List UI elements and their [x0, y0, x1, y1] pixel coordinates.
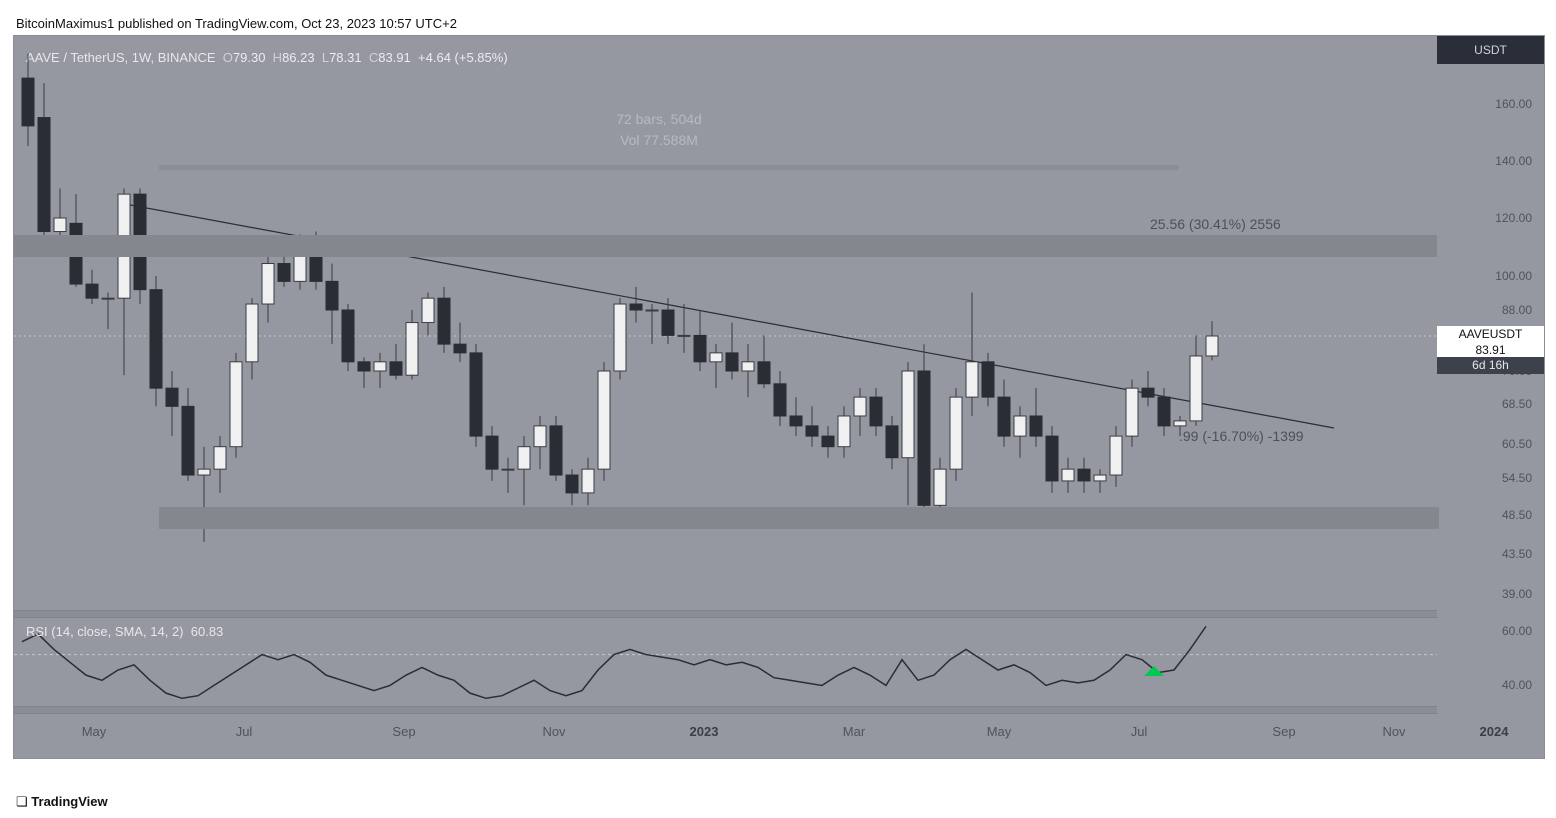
range-top-line — [159, 165, 1179, 170]
rsi-title: RSI (14, close, SMA, 14, 2) 60.83 — [26, 624, 223, 639]
time-tick: May — [987, 724, 1012, 739]
price-tick: 39.00 — [1502, 587, 1532, 601]
price-tick: 88.00 — [1502, 303, 1532, 317]
rsi-value: 60.83 — [191, 624, 224, 639]
time-tick: 2023 — [690, 724, 719, 739]
lower-measure-label: .99 (-16.70%) -1399 — [1179, 428, 1304, 444]
countdown-tag: 6d 16h — [1437, 357, 1544, 374]
attribution-text: BitcoinMaximus1 published on TradingView… — [16, 16, 457, 31]
price-tick: 48.50 — [1502, 508, 1532, 522]
price-tick: 140.00 — [1495, 154, 1532, 168]
price-axis[interactable]: USDT 160.00140.00120.00100.0088.0076.006… — [1437, 36, 1544, 758]
time-tick: Mar — [843, 724, 865, 739]
support-zone — [159, 507, 1439, 529]
time-tick: Nov — [1382, 724, 1405, 739]
price-tick: 60.50 — [1502, 437, 1532, 451]
price-tick: 160.00 — [1495, 97, 1532, 111]
quote-currency-label: USDT — [1437, 36, 1544, 64]
time-tick: Sep — [1272, 724, 1295, 739]
price-tick: 43.50 — [1502, 547, 1532, 561]
time-tick: Jul — [1131, 724, 1148, 739]
range-bars-label: 72 bars, 504d — [559, 111, 759, 127]
price-tick: 54.50 — [1502, 471, 1532, 485]
resistance-zone — [14, 235, 1437, 257]
time-tick: May — [82, 724, 107, 739]
price-tick: 120.00 — [1495, 211, 1532, 225]
tradingview-logo: TradingView — [16, 794, 108, 810]
rsi-pane[interactable]: RSI (14, close, SMA, 14, 2) 60.83 — [14, 616, 1437, 706]
rsi-tick: 40.00 — [1502, 678, 1532, 692]
price-tick: 100.00 — [1495, 269, 1532, 283]
rsi-tick: 60.00 — [1502, 624, 1532, 638]
price-tick: 68.50 — [1502, 397, 1532, 411]
time-tick: Nov — [542, 724, 565, 739]
range-vol-label: Vol 77.588M — [559, 132, 759, 148]
chart-frame: AAVE / TetherUS, 1W, BINANCE O79.30 H86.… — [13, 35, 1545, 759]
time-tick: Jul — [236, 724, 253, 739]
upper-measure-label: 25.56 (30.41%) 2556 — [1150, 216, 1281, 232]
time-axis[interactable]: MayJulSepNov2023MarMayJulSepNov2024 — [14, 712, 1437, 758]
symbol-price-tag: AAVEUSDT — [1437, 326, 1544, 343]
time-tick: Sep — [392, 724, 415, 739]
